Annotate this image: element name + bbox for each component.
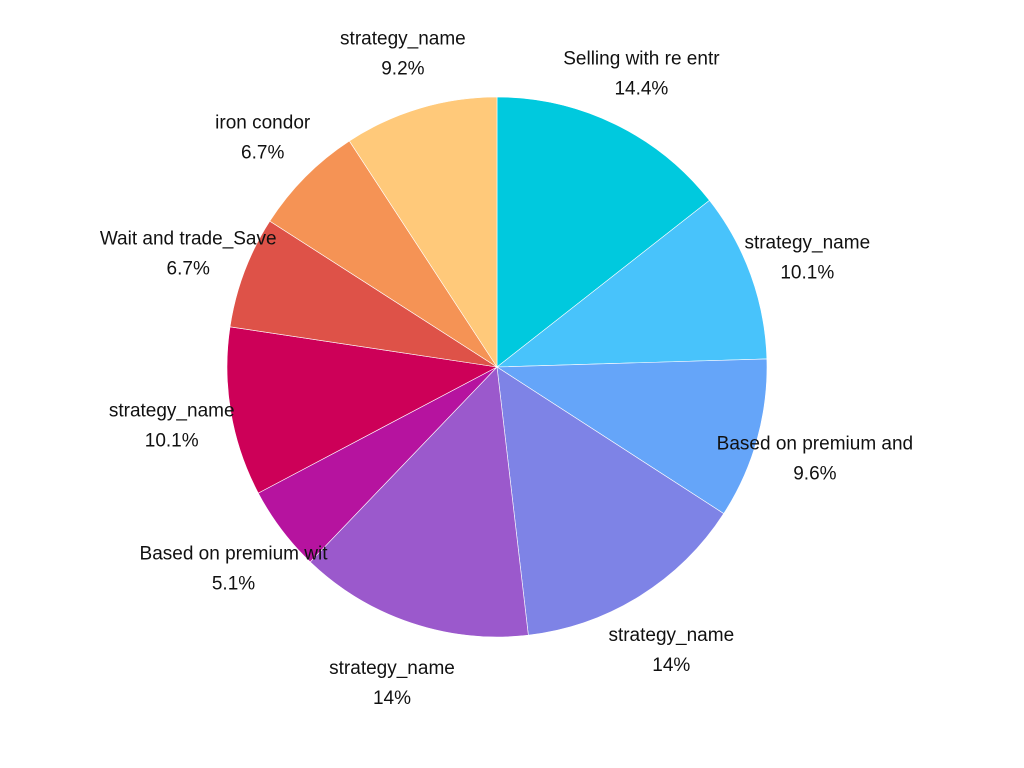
slice-percentage: 14% xyxy=(652,655,690,676)
pie-slice xyxy=(496,96,710,368)
pie-slice xyxy=(229,220,498,368)
slice-label: strategy_name xyxy=(744,233,870,254)
slice-percentage: 9.6% xyxy=(793,464,836,485)
slice-label: strategy_name xyxy=(109,400,235,421)
slice-label: strategy_name xyxy=(329,658,455,679)
slice-percentage: 6.7% xyxy=(241,143,284,164)
slice-percentage: 10.1% xyxy=(145,430,199,451)
pie-slice xyxy=(496,366,725,636)
pie-slice xyxy=(348,96,498,369)
pie-slice xyxy=(269,140,498,368)
slice-label: Based on premium and xyxy=(717,434,913,455)
slice-label: iron condor xyxy=(215,113,311,134)
slice-label: strategy_name xyxy=(608,625,734,646)
pie-slice xyxy=(309,366,529,638)
slice-percentage: 6.7% xyxy=(167,259,210,280)
slice-percentage: 5.1% xyxy=(212,574,255,595)
slice-percentage: 14.4% xyxy=(614,78,668,99)
slice-percentage: 14% xyxy=(373,688,411,709)
pie-slice xyxy=(496,199,768,368)
slice-percentage: 10.1% xyxy=(780,263,834,284)
slice-label: strategy_name xyxy=(340,29,466,50)
slice-percentage: 9.2% xyxy=(381,59,424,80)
slice-label: Selling with re entr xyxy=(563,48,720,69)
slice-label: Wait and trade_Save xyxy=(100,229,277,250)
pie-slice xyxy=(226,326,498,494)
slice-label: Based on premium wit xyxy=(140,544,329,565)
pie-slice xyxy=(496,358,768,515)
pie-labels: Selling with re entr 14.4% strategy_name 10… xyxy=(100,29,913,709)
pie-slices xyxy=(226,96,768,638)
